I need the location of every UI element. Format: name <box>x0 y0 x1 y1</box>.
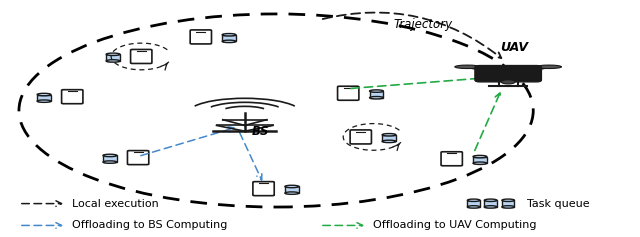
FancyBboxPatch shape <box>441 152 462 166</box>
FancyBboxPatch shape <box>350 130 371 144</box>
FancyBboxPatch shape <box>37 95 51 101</box>
FancyBboxPatch shape <box>106 54 120 61</box>
FancyBboxPatch shape <box>473 157 487 163</box>
Ellipse shape <box>37 100 51 102</box>
Text: Task queue: Task queue <box>527 199 589 209</box>
FancyBboxPatch shape <box>103 155 116 162</box>
Ellipse shape <box>369 96 383 99</box>
FancyBboxPatch shape <box>253 182 274 196</box>
Ellipse shape <box>467 199 480 201</box>
FancyBboxPatch shape <box>369 91 383 98</box>
Ellipse shape <box>501 80 515 84</box>
Text: Offloading to BS Computing: Offloading to BS Computing <box>72 220 228 230</box>
FancyBboxPatch shape <box>382 135 396 141</box>
FancyBboxPatch shape <box>127 150 148 165</box>
Ellipse shape <box>455 65 480 68</box>
Ellipse shape <box>285 185 299 188</box>
Ellipse shape <box>536 65 561 68</box>
Ellipse shape <box>473 162 487 164</box>
Ellipse shape <box>103 161 116 163</box>
Ellipse shape <box>473 155 487 158</box>
Ellipse shape <box>285 192 299 194</box>
FancyBboxPatch shape <box>502 200 515 207</box>
FancyBboxPatch shape <box>61 90 83 104</box>
Text: Local execution: Local execution <box>72 199 159 209</box>
Ellipse shape <box>502 206 515 208</box>
Ellipse shape <box>484 206 497 208</box>
Ellipse shape <box>37 93 51 96</box>
FancyBboxPatch shape <box>484 200 497 207</box>
Ellipse shape <box>222 33 236 36</box>
FancyBboxPatch shape <box>131 50 152 64</box>
Text: Trajectory: Trajectory <box>394 18 453 31</box>
FancyBboxPatch shape <box>285 187 299 193</box>
Ellipse shape <box>484 199 497 201</box>
Ellipse shape <box>502 199 515 201</box>
FancyBboxPatch shape <box>475 66 541 82</box>
FancyBboxPatch shape <box>222 35 236 41</box>
Ellipse shape <box>369 90 383 92</box>
Text: UAV: UAV <box>500 41 529 54</box>
Ellipse shape <box>382 140 396 143</box>
FancyBboxPatch shape <box>190 30 211 44</box>
Ellipse shape <box>106 60 120 62</box>
Text: BS: BS <box>252 125 269 138</box>
Ellipse shape <box>103 154 116 157</box>
Ellipse shape <box>382 133 396 136</box>
Ellipse shape <box>467 206 480 208</box>
Ellipse shape <box>222 40 236 43</box>
Ellipse shape <box>106 53 120 55</box>
FancyBboxPatch shape <box>467 200 480 207</box>
Text: Offloading to UAV Computing: Offloading to UAV Computing <box>373 220 537 230</box>
FancyBboxPatch shape <box>337 86 359 100</box>
